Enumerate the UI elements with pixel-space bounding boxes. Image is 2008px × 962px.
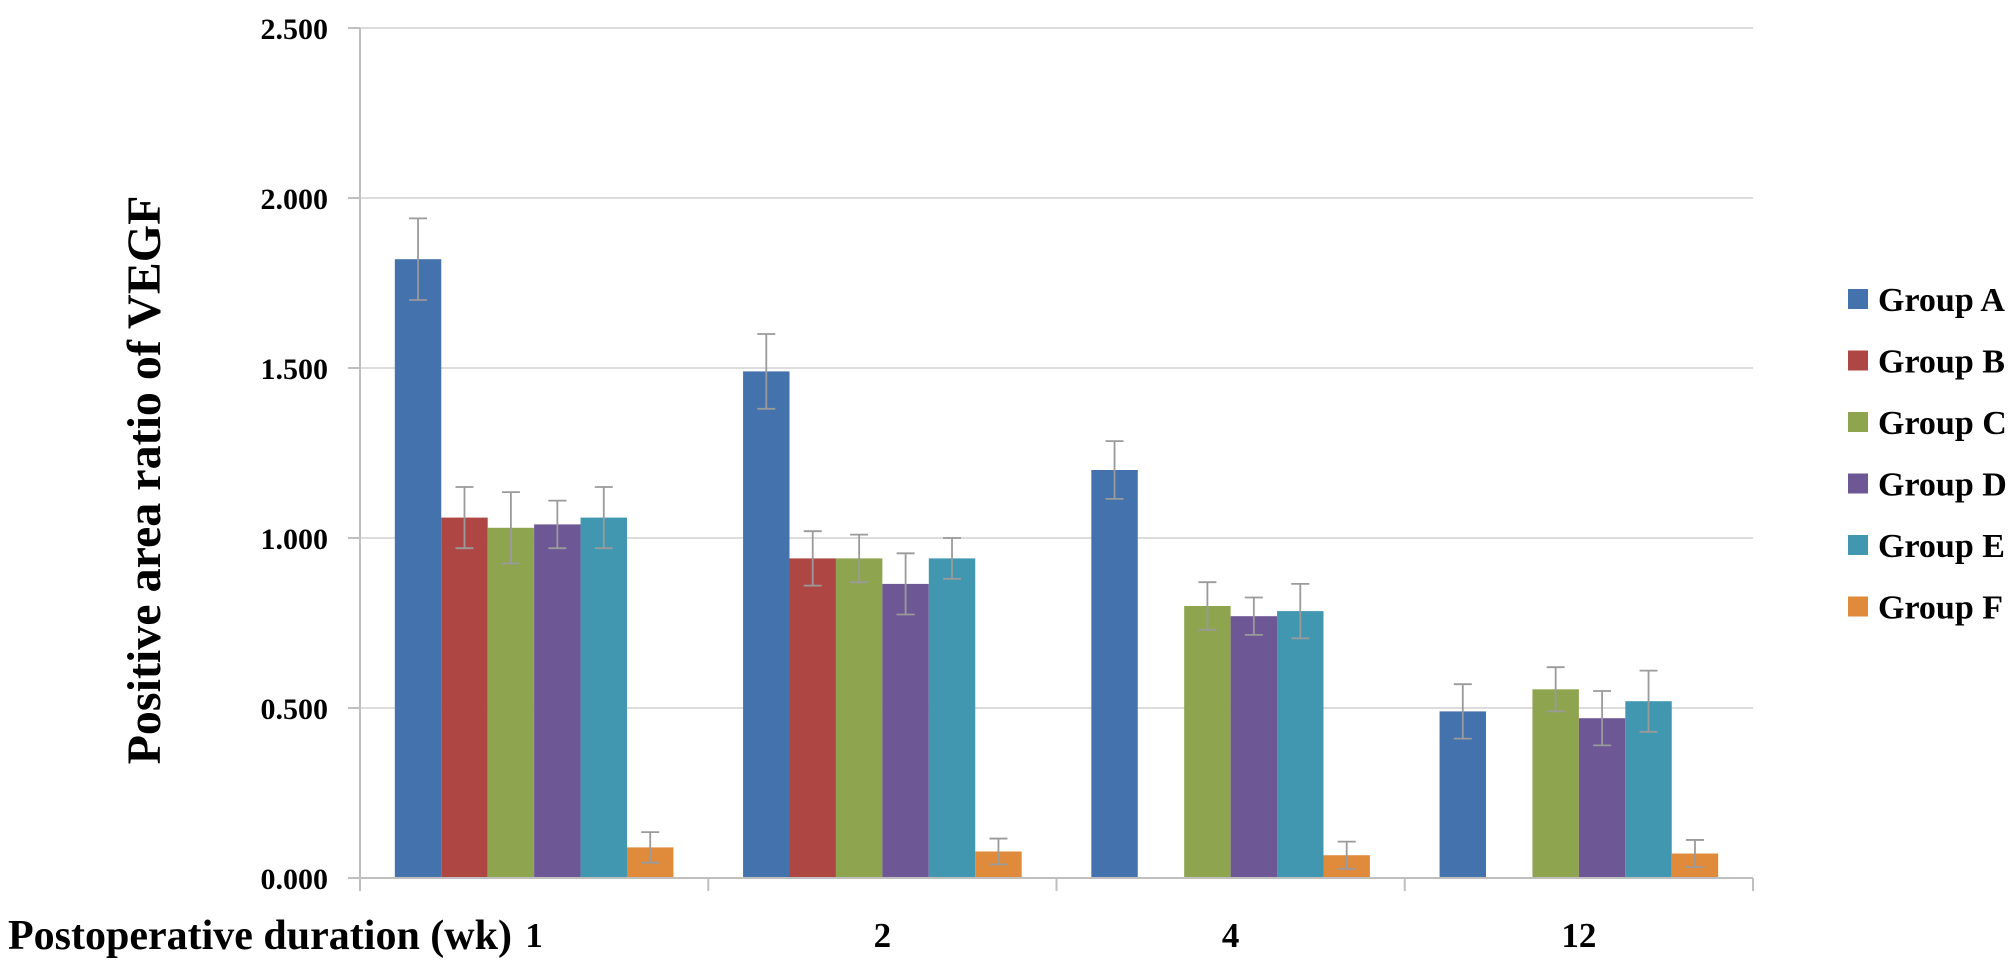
y-tick-label-1.000: 1.000 — [261, 523, 329, 556]
bars-layer — [394, 259, 1719, 878]
error-bar-group-a-wk1 — [409, 217, 428, 301]
y-tick-label-0.000: 0.000 — [261, 863, 329, 896]
error-bar-group-c-wk2 — [850, 533, 869, 584]
legend-item-group-e: Group E — [1848, 528, 2005, 565]
legend-swatch-group-d — [1848, 473, 1868, 494]
error-bar-group-d-wk2 — [896, 552, 915, 616]
error-bar-group-c-wk12 — [1546, 666, 1565, 713]
x-category-label-1: 1 — [525, 916, 543, 955]
error-bar-group-d-wk1 — [548, 499, 567, 550]
legend-item-group-f: Group F — [1848, 590, 2003, 627]
bar-group-e-wk2 — [928, 558, 976, 878]
error-bar-group-b-wk2 — [803, 530, 822, 587]
error-bar-group-e-wk1 — [594, 486, 613, 550]
error-bar-group-a-wk2 — [757, 333, 776, 410]
legend-swatch-group-a — [1848, 289, 1868, 309]
bar-group-a-wk4 — [1091, 470, 1138, 878]
y-tick-labels: 0.000 0.500 1.000 1.500 2.000 2.500 — [261, 13, 329, 896]
legend-swatch-group-f — [1848, 596, 1868, 617]
y-tick-label-1.500: 1.500 — [261, 353, 329, 386]
legend: Group A Group B Group C Group D Group E Group… — [1848, 282, 2007, 627]
legend-swatch-group-c — [1848, 412, 1868, 432]
y-tick-label-0.500: 0.500 — [261, 693, 329, 726]
error-bar-group-f-wk12 — [1685, 839, 1704, 869]
bar-group-c-wk12 — [1532, 689, 1579, 878]
error-bar-group-a-wk12 — [1453, 683, 1472, 740]
bar-group-d-wk1 — [534, 524, 581, 878]
legend-label-group-f: Group F — [1878, 590, 2003, 627]
x-category-label-2: 2 — [874, 916, 892, 955]
legend-swatch-group-b — [1848, 350, 1868, 371]
legend-label-group-a: Group A — [1878, 282, 2005, 319]
error-bar-group-c-wk1 — [501, 491, 520, 565]
legend-label-group-c: Group C — [1878, 405, 2007, 442]
bar-group-b-wk1 — [441, 517, 488, 878]
error-bars-layer — [409, 217, 1704, 870]
bar-group-c-wk4 — [1184, 606, 1231, 878]
error-bar-group-a-wk4 — [1105, 440, 1124, 500]
y-tick-label-2.500: 2.500 — [261, 13, 329, 46]
error-bar-group-b-wk1 — [455, 486, 474, 550]
error-bar-group-d-wk12 — [1593, 690, 1612, 747]
x-axis-title: Postoperative duration (wk) — [8, 913, 512, 959]
bar-group-c-wk2 — [835, 558, 883, 878]
legend-label-group-d: Group D — [1878, 467, 2007, 504]
bar-group-c-wk1 — [487, 527, 535, 878]
x-category-labels: 1 2 4 12 — [525, 916, 1596, 955]
axes-layer — [348, 27, 1754, 891]
bar-group-b-wk2 — [789, 558, 836, 878]
bar-group-d-wk2 — [882, 583, 929, 878]
bar-group-e-wk1 — [580, 517, 627, 878]
legend-item-group-a: Group A — [1848, 282, 2005, 319]
x-category-label-4: 4 — [1222, 916, 1240, 955]
error-bar-group-e-wk2 — [943, 537, 962, 580]
error-bar-group-f-wk1 — [641, 831, 660, 864]
legend-item-group-b: Group B — [1848, 344, 2005, 381]
bar-group-d-wk4 — [1230, 616, 1278, 878]
bar-group-a-wk2 — [743, 371, 790, 878]
bar-group-e-wk4 — [1277, 611, 1324, 878]
error-bar-group-e-wk4 — [1291, 583, 1310, 640]
x-category-label-12: 12 — [1561, 916, 1596, 955]
bar-group-a-wk1 — [394, 259, 442, 878]
error-bar-group-f-wk2 — [989, 837, 1008, 866]
error-bar-group-f-wk4 — [1337, 840, 1356, 870]
y-axis-title: Positive area ratio of VEGF — [118, 196, 171, 765]
legend-item-group-c: Group C — [1848, 405, 2007, 442]
error-bar-group-e-wk12 — [1639, 669, 1658, 733]
legend-label-group-b: Group B — [1878, 344, 2005, 381]
y-tick-label-2.000: 2.000 — [261, 183, 329, 216]
legend-label-group-e: Group E — [1878, 528, 2005, 565]
error-bar-group-c-wk4 — [1198, 581, 1217, 631]
legend-item-group-d: Group D — [1848, 467, 2007, 504]
error-bar-group-d-wk4 — [1244, 596, 1263, 636]
legend-swatch-group-e — [1848, 535, 1868, 555]
